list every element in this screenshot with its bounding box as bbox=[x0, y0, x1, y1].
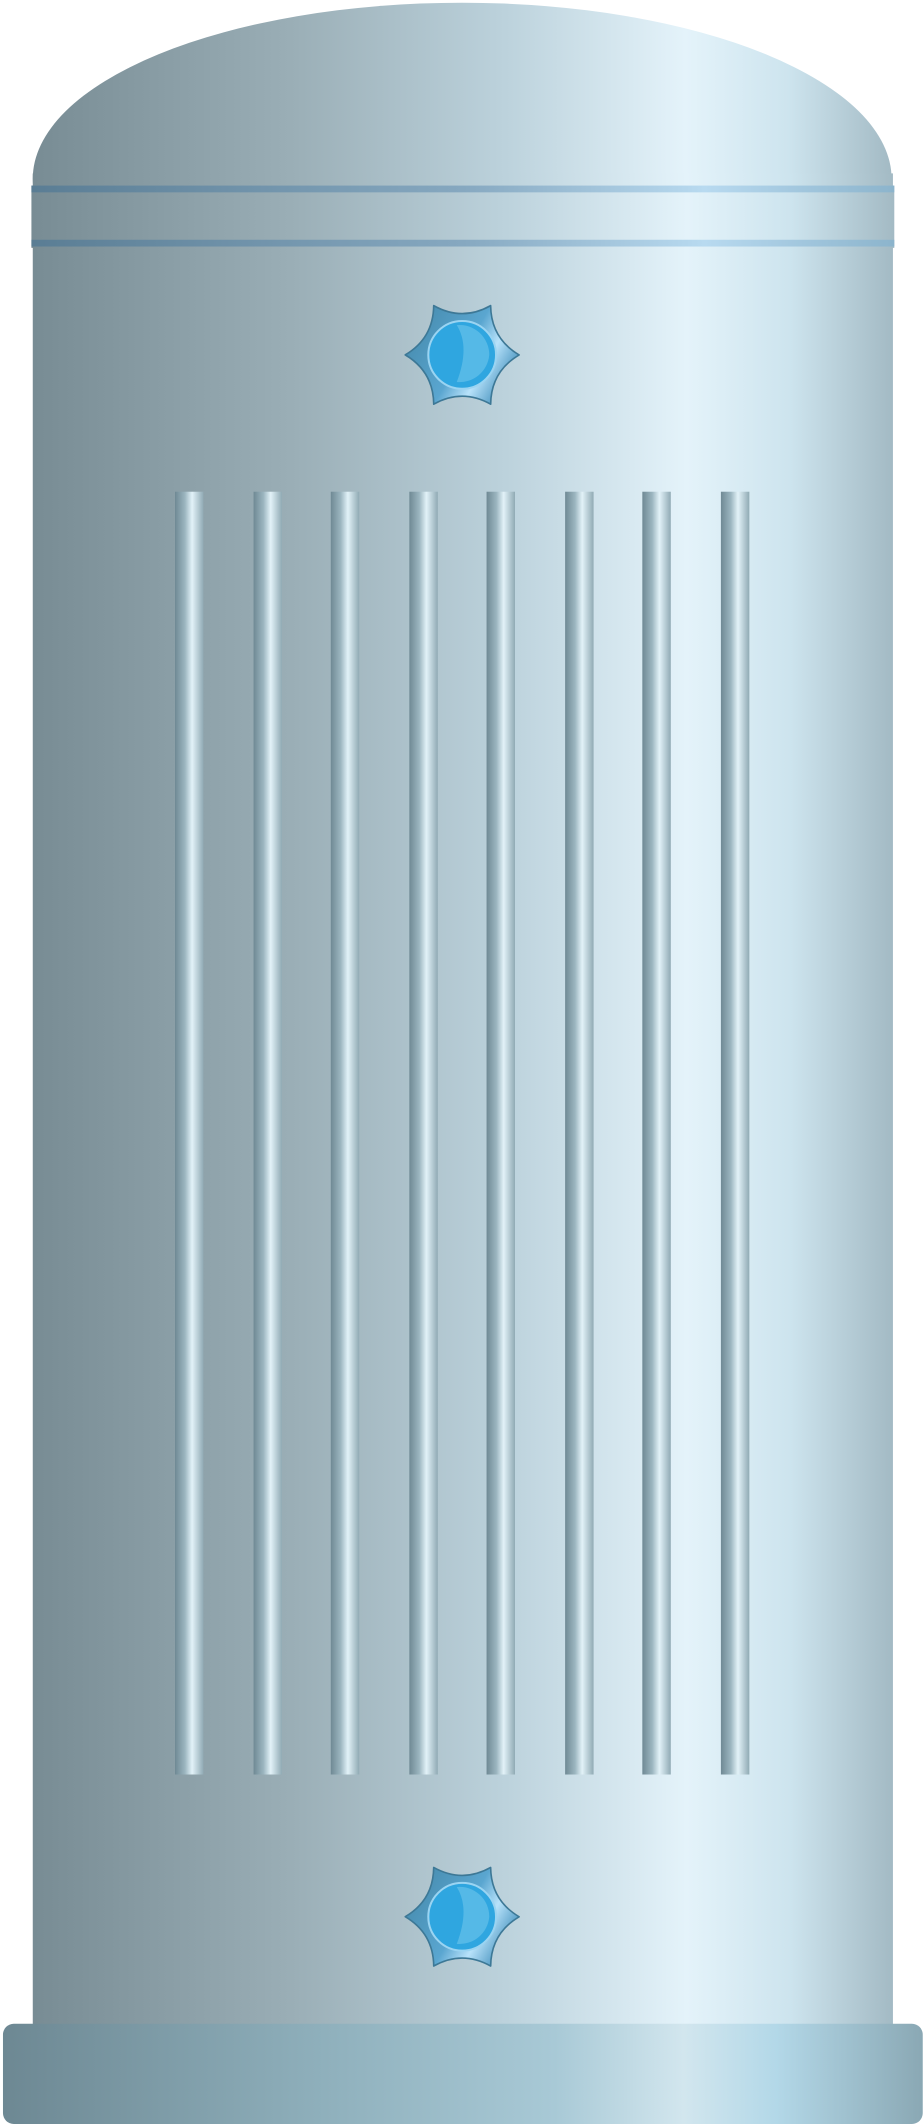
rib bbox=[565, 491, 594, 1775]
knob-highlight bbox=[456, 1886, 490, 1944]
rib bbox=[253, 491, 283, 1775]
collar bbox=[31, 185, 895, 248]
band-top bbox=[31, 185, 895, 193]
rib bbox=[330, 491, 360, 1775]
band-bottom bbox=[31, 239, 895, 247]
base bbox=[2, 2023, 923, 2124]
rib bbox=[720, 491, 750, 1775]
rib bbox=[409, 491, 438, 1775]
tank-body bbox=[32, 173, 893, 2032]
ribs bbox=[175, 491, 750, 1775]
knob bbox=[404, 304, 520, 406]
rib bbox=[486, 491, 516, 1775]
knob bbox=[404, 1866, 520, 1967]
knob-highlight bbox=[456, 324, 490, 383]
rib bbox=[175, 491, 204, 1775]
rib bbox=[642, 491, 671, 1775]
